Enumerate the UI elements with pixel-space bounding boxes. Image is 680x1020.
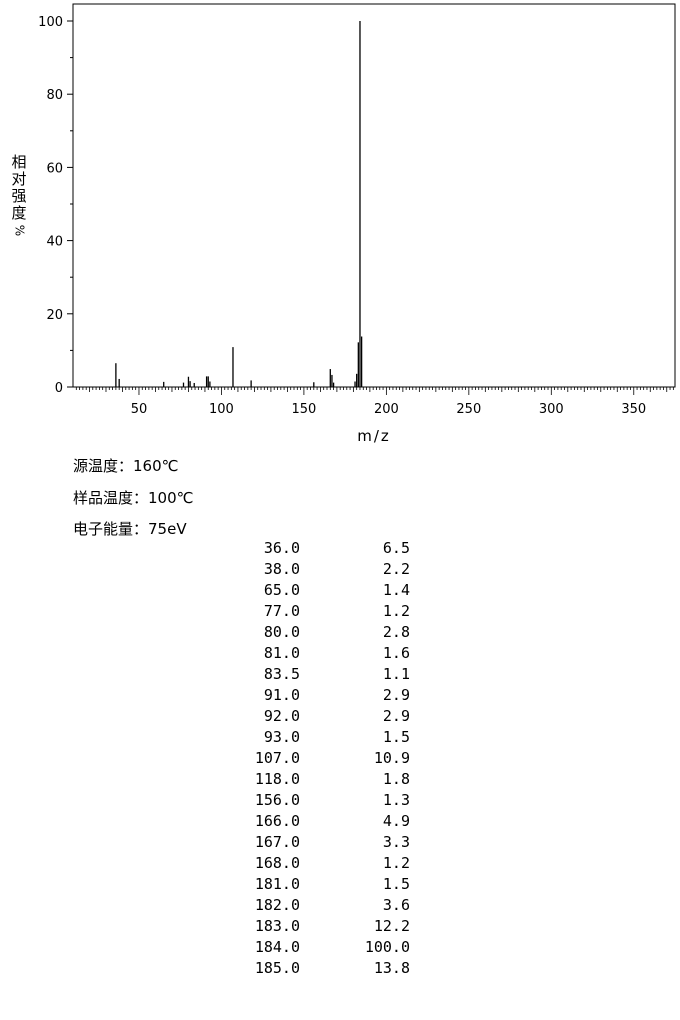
- y-axis: 0 20 40 60 80 100: [38, 15, 73, 396]
- peak-intensity: 13.8: [373, 959, 410, 977]
- peak-mz: 83.5: [263, 665, 300, 683]
- peak-mz: 93.0: [263, 728, 300, 746]
- peak-intensity: 2.8: [382, 623, 410, 641]
- peak-mz: 184.0: [254, 938, 300, 956]
- peak-row: 93.0 1.5: [0, 727, 680, 748]
- x-tick-label: 100: [209, 402, 234, 417]
- y-tick-label: 0: [55, 381, 63, 396]
- peak-intensity: 1.5: [382, 728, 410, 746]
- x-tick-label: 300: [539, 402, 564, 417]
- peak-row: 81.0 1.6: [0, 643, 680, 664]
- peak-intensity: 12.2: [373, 917, 410, 935]
- y-tick-label: 100: [38, 15, 63, 30]
- peak-mz: 181.0: [254, 875, 300, 893]
- peak-mz: 166.0: [254, 812, 300, 830]
- peak-row: 65.0 1.4: [0, 580, 680, 601]
- peak-row: 166.0 4.9: [0, 811, 680, 832]
- peak-intensity: 10.9: [373, 749, 410, 767]
- peak-intensity: 3.6: [382, 896, 410, 914]
- x-axis-label: m/z: [357, 427, 391, 445]
- peak-row: 107.0 10.9: [0, 748, 680, 769]
- peak-mz: 183.0: [254, 917, 300, 935]
- y-tick-label: 80: [46, 88, 63, 103]
- peak-row: 167.0 3.3: [0, 832, 680, 853]
- y-axis-label-char: 相: [11, 153, 27, 171]
- peak-row: 184.0 100.0: [0, 937, 680, 958]
- peak-mz: 81.0: [263, 644, 300, 662]
- mass-spectrum-chart: 0 20 40 60 80 100 50 100 150 200 250 300 350 m/z: [38, 3, 676, 445]
- peak-mz: 77.0: [263, 602, 300, 620]
- y-tick-label: 60: [46, 161, 63, 176]
- peak-table: 36.0 6.5 38.0 2.2 65.0 1.4 77.0 1.2 80.0 2.8 81.0 1…: [0, 538, 680, 979]
- x-tick-label: 350: [621, 402, 646, 417]
- x-tick-label: 200: [374, 402, 399, 417]
- peak-row: 156.0 1.3: [0, 790, 680, 811]
- peak-intensity: 1.4: [382, 581, 410, 599]
- peak-intensity: 1.5: [382, 875, 410, 893]
- peak-intensity: 1.8: [382, 770, 410, 788]
- measurement-conditions: 源温度：160℃ 样品温度：100℃ 电子能量：75eV: [73, 455, 193, 550]
- peak-row: 118.0 1.8: [0, 769, 680, 790]
- peak-row: 38.0 2.2: [0, 559, 680, 580]
- peak-mz: 80.0: [263, 623, 300, 641]
- peak-mz: 107.0: [254, 749, 300, 767]
- spectrum-bars: [115, 21, 363, 387]
- y-axis-label-char: %: [12, 224, 27, 237]
- peak-mz: 167.0: [254, 833, 300, 851]
- y-axis-label: 相 对 强 度 %: [10, 154, 28, 239]
- peak-mz: 156.0: [254, 791, 300, 809]
- y-tick-label: 20: [46, 308, 63, 323]
- peak-mz: 118.0: [254, 770, 300, 788]
- source-temperature: 源温度：160℃: [73, 457, 179, 475]
- peak-mz: 168.0: [254, 854, 300, 872]
- peak-intensity: 6.5: [382, 539, 410, 557]
- y-axis-label-char: 度: [11, 204, 27, 222]
- peak-row: 181.0 1.5: [0, 874, 680, 895]
- peak-row: 185.0 13.8: [0, 958, 680, 979]
- electron-energy: 电子能量：75eV: [73, 520, 187, 538]
- peak-mz: 92.0: [263, 707, 300, 725]
- peak-intensity: 1.3: [382, 791, 410, 809]
- peak-mz: 91.0: [263, 686, 300, 704]
- y-axis-label-char: 强: [11, 187, 27, 205]
- peak-row: 92.0 2.9: [0, 706, 680, 727]
- peak-mz: 38.0: [263, 560, 300, 578]
- peak-mz: 36.0: [263, 539, 300, 557]
- peak-mz: 185.0: [254, 959, 300, 977]
- peak-intensity: 100.0: [364, 938, 410, 956]
- peak-row: 168.0 1.2: [0, 853, 680, 874]
- peak-row: 80.0 2.8: [0, 622, 680, 643]
- peak-intensity: 2.9: [382, 707, 410, 725]
- peak-row: 183.0 12.2: [0, 916, 680, 937]
- plot-frame: [72, 3, 676, 388]
- peak-intensity: 1.2: [382, 602, 410, 620]
- peak-intensity: 2.2: [382, 560, 410, 578]
- peak-row: 182.0 3.6: [0, 895, 680, 916]
- peak-intensity: 2.9: [382, 686, 410, 704]
- peak-row: 83.5 1.1: [0, 664, 680, 685]
- peak-intensity: 1.6: [382, 644, 410, 662]
- peak-intensity: 1.2: [382, 854, 410, 872]
- x-tick-label: 150: [291, 402, 316, 417]
- x-tick-label: 250: [456, 402, 481, 417]
- x-tick-label: 50: [131, 402, 148, 417]
- peak-intensity: 1.1: [382, 665, 410, 683]
- peak-row: 91.0 2.9: [0, 685, 680, 706]
- peak-mz: 65.0: [263, 581, 300, 599]
- y-tick-label: 40: [46, 235, 63, 250]
- peak-intensity: 4.9: [382, 812, 410, 830]
- peak-intensity: 3.3: [382, 833, 410, 851]
- sample-temperature: 样品温度：100℃: [73, 488, 194, 507]
- x-axis: 50 100 150 200 250 300 350: [75, 387, 674, 417]
- y-axis-label-char: 对: [11, 170, 27, 188]
- peak-row: 77.0 1.2: [0, 601, 680, 622]
- peak-mz: 182.0: [254, 896, 300, 914]
- peak-row: 36.0 6.5: [0, 538, 680, 559]
